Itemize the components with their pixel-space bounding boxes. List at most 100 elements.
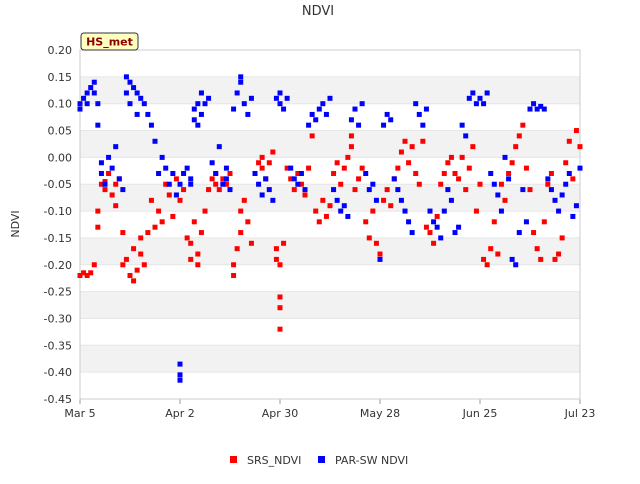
data-point — [441, 170, 447, 176]
data-point — [277, 326, 283, 332]
data-point — [295, 181, 301, 187]
data-point — [127, 79, 133, 85]
data-point — [527, 106, 533, 112]
data-point — [359, 101, 365, 107]
x-axis-ticks: Mar 5 Apr 2 Apr 30 May 28 Jun 25 Jul 23 — [64, 399, 595, 420]
data-point — [173, 192, 179, 198]
data-point — [273, 95, 279, 101]
data-point — [238, 208, 244, 214]
y-tick-label: -0.25 — [44, 286, 72, 299]
data-point — [123, 74, 129, 80]
data-point — [484, 262, 490, 268]
data-point — [198, 111, 204, 117]
data-point — [506, 176, 512, 182]
data-point — [448, 197, 454, 203]
data-point — [398, 149, 404, 155]
data-point — [195, 122, 201, 128]
data-point — [491, 219, 497, 225]
data-point — [516, 133, 522, 139]
data-point — [106, 154, 112, 160]
data-point — [348, 117, 354, 123]
data-point — [463, 133, 469, 139]
data-point — [416, 111, 422, 117]
data-point — [477, 181, 483, 187]
data-point — [531, 101, 537, 107]
data-point — [459, 122, 465, 128]
data-point — [281, 240, 287, 246]
data-point — [81, 270, 87, 276]
data-point — [341, 203, 347, 209]
data-point — [173, 176, 179, 182]
data-point — [334, 160, 340, 166]
data-point — [577, 165, 583, 171]
data-point — [113, 144, 119, 150]
data-point — [416, 181, 422, 187]
data-point — [513, 262, 519, 268]
data-point — [434, 213, 440, 219]
data-point — [395, 165, 401, 171]
data-point — [395, 187, 401, 193]
data-point — [263, 176, 269, 182]
data-point — [302, 192, 308, 198]
data-point — [509, 160, 515, 166]
data-point — [95, 101, 101, 107]
y-tick-label: 0.00 — [48, 151, 73, 164]
data-point — [270, 149, 276, 155]
data-point — [459, 154, 465, 160]
data-point — [538, 103, 544, 109]
data-point — [520, 122, 526, 128]
data-point — [131, 278, 137, 284]
data-point — [159, 219, 165, 225]
data-point — [216, 187, 222, 193]
data-point — [456, 176, 462, 182]
data-point — [288, 176, 294, 182]
data-point — [152, 224, 158, 230]
data-point — [391, 176, 397, 182]
data-point — [220, 181, 226, 187]
data-point — [427, 208, 433, 214]
data-point — [545, 176, 551, 182]
data-point — [388, 203, 394, 209]
data-point — [370, 181, 376, 187]
data-point — [120, 187, 126, 193]
data-point — [113, 203, 119, 209]
data-point — [452, 170, 458, 176]
data-point — [113, 181, 119, 187]
data-point — [452, 230, 458, 236]
data-point — [552, 256, 558, 262]
data-point — [298, 170, 304, 176]
y-tick-label: -0.10 — [44, 205, 72, 218]
data-point — [423, 106, 429, 112]
data-point — [223, 181, 229, 187]
data-point — [295, 170, 301, 176]
data-point — [238, 74, 244, 80]
data-point — [188, 176, 194, 182]
data-point — [552, 197, 558, 203]
data-point — [134, 90, 140, 96]
data-point — [348, 144, 354, 150]
data-point — [484, 90, 490, 96]
data-point — [356, 122, 362, 128]
data-point — [156, 208, 162, 214]
data-point — [523, 219, 529, 225]
data-point — [527, 187, 533, 193]
data-point — [127, 273, 133, 279]
data-point — [227, 170, 233, 176]
data-point — [270, 197, 276, 203]
data-point — [559, 192, 565, 198]
data-point — [316, 219, 322, 225]
data-point — [523, 165, 529, 171]
data-point — [473, 101, 479, 107]
grid-band — [80, 237, 580, 265]
data-point — [352, 187, 358, 193]
data-point — [566, 170, 572, 176]
data-point — [77, 273, 83, 279]
data-point — [466, 95, 472, 101]
data-point — [231, 273, 237, 279]
data-point — [413, 101, 419, 107]
data-point — [177, 197, 183, 203]
data-point — [277, 262, 283, 268]
data-point — [534, 246, 540, 252]
data-point — [309, 133, 315, 139]
data-point — [245, 111, 251, 117]
